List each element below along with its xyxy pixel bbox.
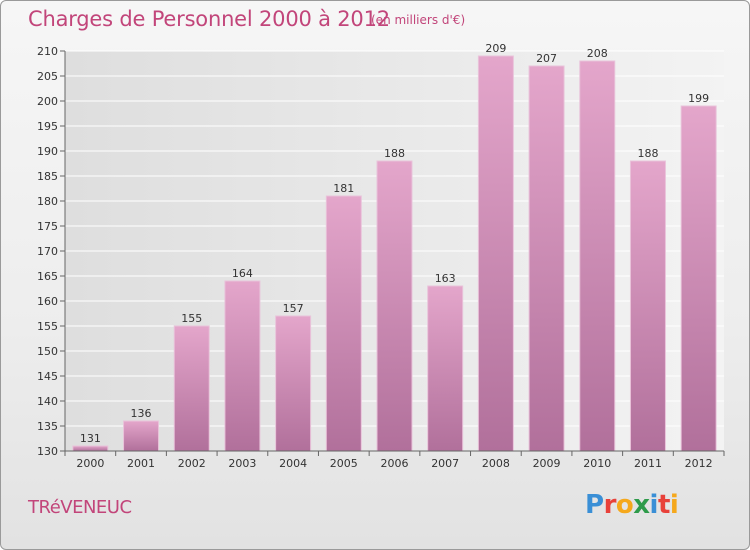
x-tick-label: 2002 xyxy=(178,457,206,470)
bar-value-label: 155 xyxy=(181,312,202,325)
y-tick-label: 210 xyxy=(37,45,58,58)
bars xyxy=(72,55,717,452)
location-name: TRéVENEUC xyxy=(28,497,132,518)
x-axis: 2000 2001 2002 2003 2004 2005 2006 2007 2008 2009… xyxy=(64,450,725,470)
logo-letter: o xyxy=(615,490,634,520)
bar-value-label: 208 xyxy=(587,47,608,60)
y-tick-label: 165 xyxy=(37,270,58,283)
bar-value-label: 207 xyxy=(536,52,557,65)
logo-letter: i xyxy=(669,490,679,520)
logo-letter: t xyxy=(657,490,670,520)
x-tick-label: 2007 xyxy=(431,457,459,470)
bar-value-label: 163 xyxy=(435,272,456,285)
bar xyxy=(680,105,717,452)
bar xyxy=(427,285,464,452)
proxiti-logo: Proxiti xyxy=(585,490,679,520)
y-tick-label: 150 xyxy=(37,345,58,358)
x-tick-label: 2000 xyxy=(76,457,104,470)
y-tick-label: 140 xyxy=(37,395,58,408)
bar xyxy=(325,195,362,452)
logo-letter: r xyxy=(603,490,617,520)
bar-value-label: 199 xyxy=(688,92,709,105)
data-labels: 131 136 155 164 157 181 188 163 209 207 208 188 199 xyxy=(80,42,709,445)
x-tick-label: 2008 xyxy=(482,457,510,470)
x-tick-label: 2004 xyxy=(279,457,307,470)
bar xyxy=(376,160,413,452)
x-tick-label: 2010 xyxy=(583,457,611,470)
y-tick-label: 170 xyxy=(37,245,58,258)
bar xyxy=(72,445,109,452)
x-tick-label: 2011 xyxy=(634,457,662,470)
y-tick-label: 200 xyxy=(37,95,58,108)
bar xyxy=(123,420,160,452)
x-tick-label: 2006 xyxy=(381,457,409,470)
chart-subtitle: (en milliers d'€) xyxy=(371,13,466,27)
bar-value-label: 209 xyxy=(485,42,506,55)
bar xyxy=(477,55,514,452)
y-tick-label: 160 xyxy=(37,295,58,308)
bar xyxy=(173,325,210,452)
bar-value-label: 188 xyxy=(384,147,405,160)
y-tick-label: 130 xyxy=(37,445,58,458)
y-tick-label: 195 xyxy=(37,120,58,133)
logo-letter: x xyxy=(633,490,650,520)
y-axis: 130 135 140 145 150 155 160 165 170 175 180 185 190 1… xyxy=(37,45,66,458)
y-tick-label: 145 xyxy=(37,370,58,383)
bar-value-label: 136 xyxy=(131,407,152,420)
logo-letter: i xyxy=(649,490,659,520)
bar-value-label: 164 xyxy=(232,267,253,280)
bar-value-label: 131 xyxy=(80,432,101,445)
chart-title: Charges de Personnel 2000 à 2012 xyxy=(28,7,390,31)
bar-value-label: 188 xyxy=(637,147,658,160)
bar xyxy=(275,315,312,452)
y-tick-label: 205 xyxy=(37,70,58,83)
bar-value-label: 181 xyxy=(333,182,354,195)
x-tick-label: 2009 xyxy=(533,457,561,470)
y-tick-label: 155 xyxy=(37,320,58,333)
bar xyxy=(629,160,666,452)
y-tick-label: 190 xyxy=(37,145,58,158)
y-tick-label: 175 xyxy=(37,220,58,233)
bar-value-label: 157 xyxy=(283,302,304,315)
y-tick-label: 180 xyxy=(37,195,58,208)
x-tick-label: 2001 xyxy=(127,457,155,470)
y-tick-label: 135 xyxy=(37,420,58,433)
x-tick-label: 2005 xyxy=(330,457,358,470)
x-tick-label: 2012 xyxy=(685,457,713,470)
bar xyxy=(224,280,261,452)
bar xyxy=(528,65,565,452)
bar xyxy=(579,60,616,452)
y-tick-label: 185 xyxy=(37,170,58,183)
x-tick-label: 2003 xyxy=(228,457,256,470)
logo-letter: P xyxy=(585,490,604,520)
